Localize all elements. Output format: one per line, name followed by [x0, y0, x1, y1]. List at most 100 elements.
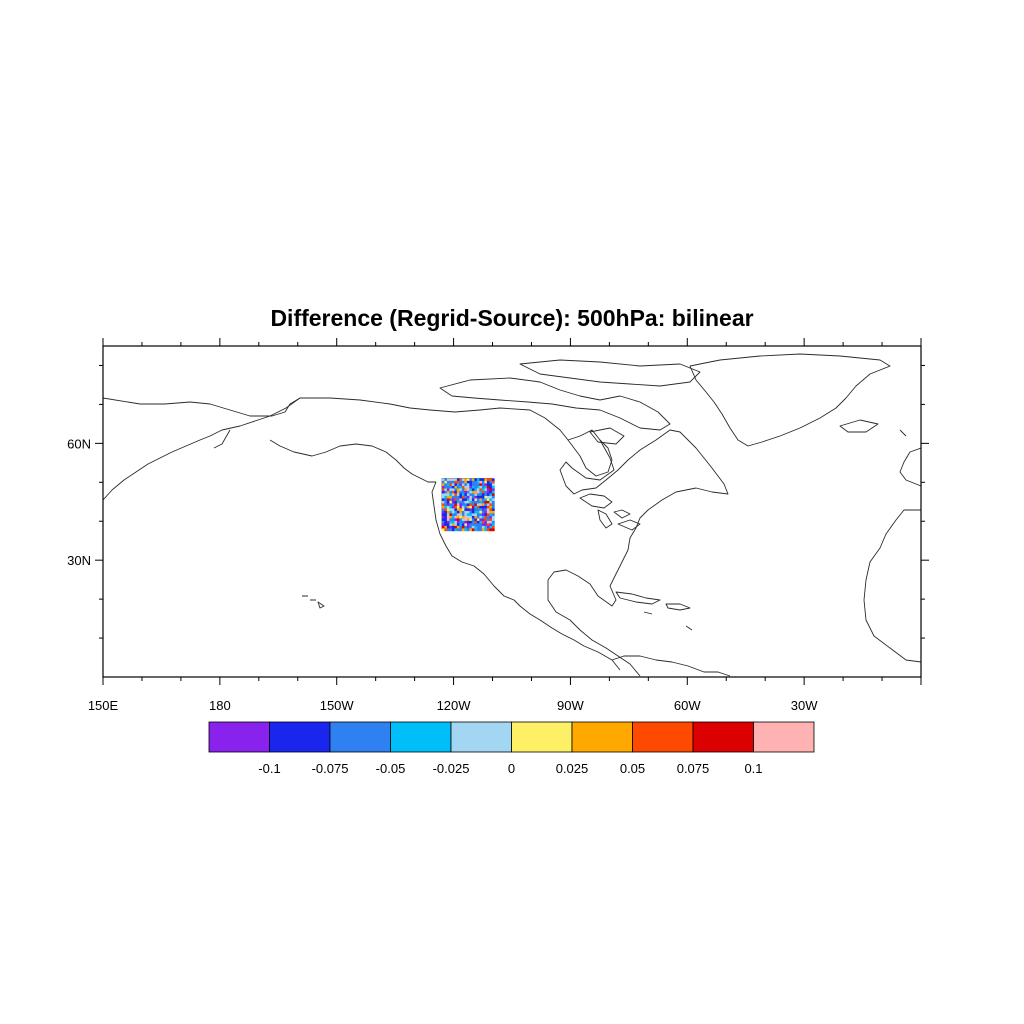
data-cell	[484, 508, 488, 512]
data-cell	[466, 513, 470, 517]
data-cell	[446, 493, 450, 497]
data-cell	[446, 478, 450, 482]
data-cell	[471, 510, 475, 514]
data-cell	[481, 515, 485, 519]
data-cell	[486, 528, 490, 532]
data-cell	[484, 488, 488, 492]
data-cell	[454, 490, 458, 494]
data-cell	[444, 478, 448, 482]
data-cell	[459, 478, 463, 482]
data-cell	[471, 508, 475, 512]
data-cell	[449, 525, 453, 529]
data-cell	[446, 515, 450, 519]
data-cell	[474, 520, 478, 524]
data-cell	[489, 478, 493, 482]
data-cell	[444, 493, 448, 497]
data-cell	[446, 525, 450, 529]
data-cell	[484, 483, 488, 487]
axis-ticks: 150E 180 150W 120W 90W 60W 30W 30N 60N	[67, 338, 929, 713]
data-cell	[451, 500, 455, 504]
x-tick-label: 30W	[791, 698, 818, 713]
data-cell	[461, 478, 465, 482]
data-cell	[484, 515, 488, 519]
colorbar-swatch	[390, 721, 452, 753]
colorbar-label: 0	[508, 761, 515, 776]
data-cell	[459, 513, 463, 517]
data-cell	[464, 528, 468, 532]
data-cell	[456, 483, 460, 487]
data-cell	[489, 515, 493, 519]
data-cell	[459, 528, 463, 532]
data-cell	[486, 505, 490, 509]
data-cell	[484, 528, 488, 532]
data-cell	[446, 498, 450, 502]
data-cell	[479, 478, 483, 482]
data-cell	[451, 528, 455, 532]
data-cell	[466, 508, 470, 512]
data-cell	[464, 495, 468, 499]
data-cell	[446, 500, 450, 504]
data-cell	[469, 503, 473, 507]
data-cell	[444, 480, 448, 484]
data-cell	[479, 505, 483, 509]
data-cell	[464, 480, 468, 484]
data-cell	[471, 480, 475, 484]
data-cell	[456, 505, 460, 509]
data-cell	[469, 493, 473, 497]
data-cell	[449, 528, 453, 532]
data-cell	[471, 488, 475, 492]
data-cell	[469, 513, 473, 517]
data-cell	[481, 490, 485, 494]
data-cell	[474, 500, 478, 504]
data-cell	[484, 490, 488, 494]
data-cell	[486, 513, 490, 517]
data-cell	[479, 513, 483, 517]
data-cell	[479, 488, 483, 492]
data-cell	[449, 503, 453, 507]
x-tick-label: 120W	[437, 698, 472, 713]
data-cell	[459, 525, 463, 529]
data-cell	[484, 523, 488, 527]
y-tick-label: 60N	[67, 436, 91, 451]
data-cell	[451, 513, 455, 517]
data-cell	[446, 523, 450, 527]
data-cell	[481, 493, 485, 497]
data-cell	[449, 493, 453, 497]
data-cell	[476, 520, 480, 524]
data-cell	[449, 500, 453, 504]
data-cell	[449, 483, 453, 487]
data-cell	[444, 490, 448, 494]
data-cell	[464, 485, 468, 489]
data-cell	[481, 498, 485, 502]
data-cell	[476, 498, 480, 502]
data-cell	[454, 480, 458, 484]
data-cell	[489, 518, 493, 522]
data-cell	[489, 528, 493, 532]
data-cell	[486, 490, 490, 494]
data-cell	[441, 523, 445, 527]
data-cell	[449, 520, 453, 524]
colorbar-label: 0.1	[744, 761, 762, 776]
data-cell	[489, 483, 493, 487]
data-cell	[441, 485, 445, 489]
data-cell	[486, 483, 490, 487]
data-cell	[454, 488, 458, 492]
data-cell	[454, 515, 458, 519]
data-cell	[466, 493, 470, 497]
data-cell	[456, 510, 460, 514]
data-cell	[489, 498, 493, 502]
data-cell	[486, 478, 490, 482]
data-cell	[469, 518, 473, 522]
data-cell	[471, 503, 475, 507]
data-cell	[469, 523, 473, 527]
data-cell	[491, 515, 495, 519]
data-cell	[474, 523, 478, 527]
data-cell	[466, 528, 470, 532]
data-cell	[466, 518, 470, 522]
coastline-hudson-bay	[567, 439, 613, 477]
data-cell	[481, 505, 485, 509]
data-cell	[476, 493, 480, 497]
data-cell	[489, 495, 493, 499]
x-tick-label: 90W	[557, 698, 584, 713]
data-cell	[441, 520, 445, 524]
